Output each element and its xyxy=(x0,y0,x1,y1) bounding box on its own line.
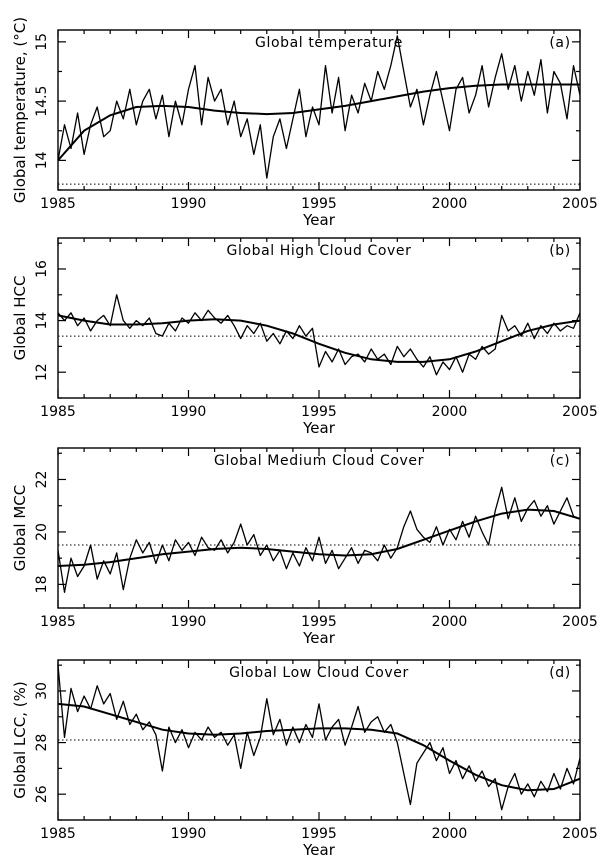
series-line-0 xyxy=(57,294,581,376)
x-axis-label: Year xyxy=(302,211,336,229)
x-tick-label: 2000 xyxy=(432,196,468,212)
x-tick-label: 2005 xyxy=(562,404,598,420)
panel-1: 1985 1990 1995 2000 2005 12 14 16 Global High Cl… xyxy=(11,237,598,437)
y-tick-label: 15 xyxy=(34,33,50,51)
x-tick-label: 1990 xyxy=(171,196,207,212)
y-tick-label: 30 xyxy=(34,682,50,700)
x-tick-label: 1990 xyxy=(171,826,207,842)
y-tick-label: 18 xyxy=(34,575,50,593)
trend-line xyxy=(57,83,580,162)
panel-3: 1985 1990 1995 2000 2005 26 28 30 Global Low Clo… xyxy=(11,659,598,859)
y-tick-label: 14.5 xyxy=(34,86,50,117)
panel-label: (c) xyxy=(550,453,570,469)
x-tick-label: 1995 xyxy=(301,404,337,420)
x-tick-label: 2005 xyxy=(562,614,598,630)
x-tick-label: 2000 xyxy=(432,404,468,420)
series-line-0 xyxy=(57,486,581,593)
x-tick-label: 2000 xyxy=(432,826,468,842)
panel-title: Global Low Cloud Cover xyxy=(229,665,409,681)
x-tick-label: 1985 xyxy=(40,826,76,842)
x-tick-label: 1990 xyxy=(171,614,207,630)
panel-2: 1985 1990 1995 2000 2005 18 20 22 Global Medium … xyxy=(11,447,598,647)
x-axis-label: Year xyxy=(302,629,336,647)
y-axis-label: Global HCC xyxy=(11,276,29,361)
x-tick-label: 1995 xyxy=(301,196,337,212)
trend-line xyxy=(57,314,581,363)
panel-label: (a) xyxy=(549,35,570,51)
y-tick-label: 16 xyxy=(34,260,50,278)
y-axis-label: Global LCC, (%) xyxy=(11,681,29,798)
x-tick-label: 2005 xyxy=(562,826,598,842)
trend-line xyxy=(57,508,581,567)
x-tick-label: 1985 xyxy=(40,614,76,630)
y-axis-label: Global MCC xyxy=(11,485,29,572)
panel-label: (b) xyxy=(549,243,571,259)
y-tick-label: 26 xyxy=(34,785,50,803)
panel-label: (d) xyxy=(549,665,571,681)
x-tick-label: 1990 xyxy=(171,404,207,420)
panel-title: Global temperature xyxy=(255,35,403,51)
x-tick-label: 1985 xyxy=(40,404,76,420)
panel-0: 1985 1990 1995 2000 2005 14 14.5 15 Global tempe… xyxy=(11,17,598,229)
x-tick-label: 1995 xyxy=(301,614,337,630)
panel-title: Global High Cloud Cover xyxy=(227,243,412,259)
x-axis-label: Year xyxy=(302,841,336,859)
y-tick-label: 20 xyxy=(34,523,50,541)
x-tick-label: 1995 xyxy=(301,826,337,842)
y-tick-label: 12 xyxy=(34,363,50,381)
y-tick-label: 22 xyxy=(34,471,50,489)
x-tick-label: 1985 xyxy=(40,196,76,212)
y-tick-label: 14 xyxy=(34,312,50,330)
y-tick-label: 28 xyxy=(34,734,50,752)
x-tick-label: 2005 xyxy=(562,196,598,212)
trend-line xyxy=(57,702,581,792)
series-line-0 xyxy=(57,665,581,811)
plot-frame xyxy=(57,447,581,609)
panel-title: Global Medium Cloud Cover xyxy=(214,453,424,469)
y-tick-label: 14 xyxy=(34,151,50,169)
x-axis-label: Year xyxy=(302,419,336,437)
y-axis-label: Global temperature, (°C) xyxy=(11,17,29,203)
x-tick-label: 2000 xyxy=(432,614,468,630)
series-line-0 xyxy=(57,35,581,179)
